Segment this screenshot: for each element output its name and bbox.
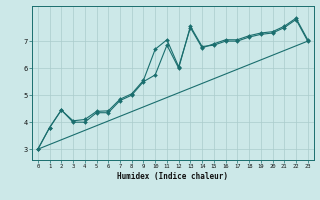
X-axis label: Humidex (Indice chaleur): Humidex (Indice chaleur): [117, 172, 228, 181]
